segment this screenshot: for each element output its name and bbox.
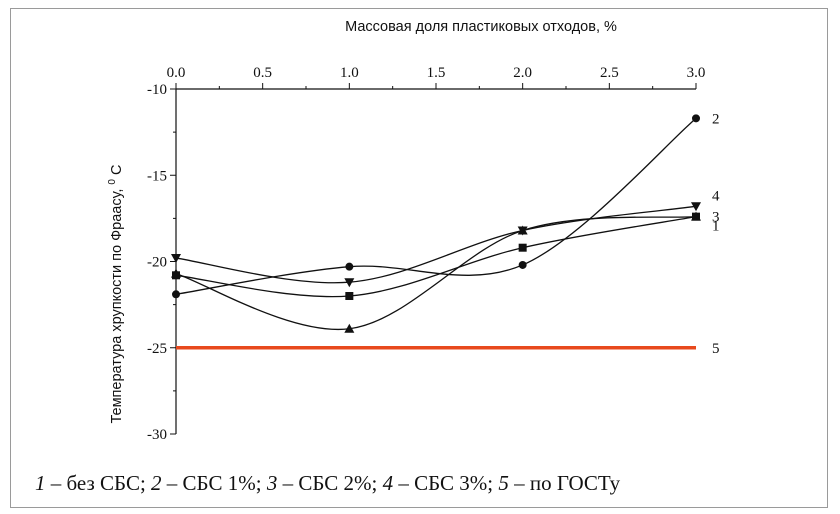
series-line-2 — [175, 117, 697, 295]
y-axis-unit: C — [109, 164, 125, 174]
caption-number-4: 4 — [382, 471, 394, 495]
y-axis-label: Температура хрупкости по Фраасу, 0 C — [103, 164, 125, 423]
y-axis-unit-superscript: 0 — [107, 179, 118, 185]
series-label-2: 2 — [712, 111, 720, 127]
point-series-3 — [345, 292, 354, 300]
series-line-4 — [175, 205, 697, 284]
caption-number-5: 5 — [498, 471, 509, 495]
y-axis-label-text: Температура хрупкости по Фраасу, — [109, 189, 125, 424]
caption-text-5: – по ГОСТу — [508, 471, 621, 495]
x-tick-label: 3.0 — [687, 65, 706, 81]
line-chart: 0.0 0.5 1.0 1.5 2.0 2.5 3.0 -10 -15 -20 -25 -30 1 2 3… — [103, 19, 720, 443]
series-label-5: 5 — [712, 341, 720, 357]
x-tick-label: 1.5 — [427, 65, 446, 81]
series-line-3 — [175, 216, 697, 298]
caption-text-3: – СБС 2%; — [277, 471, 383, 495]
point-series-2 — [345, 262, 354, 271]
y-tick-label: -15 — [147, 168, 167, 184]
y-tick-label: -10 — [147, 82, 167, 98]
y-tick-label: -30 — [147, 427, 167, 443]
point-series-1 — [344, 323, 355, 333]
point-series-3 — [692, 212, 700, 221]
caption-text-4: – СБС 3%; — [393, 471, 499, 495]
x-tick-label: 1.0 — [340, 65, 359, 81]
point-series-4 — [171, 254, 181, 264]
caption-text-2: – СБС 1%; — [161, 471, 267, 495]
chart-figure: 0.0 0.5 1.0 1.5 2.0 2.5 3.0 -10 -15 -20 -25 -30 1 2 3… — [10, 8, 828, 508]
figure-caption: 1 – без СБС; 2 – СБС 1%; 3 – СБС 2%; 4 –… — [35, 471, 835, 496]
series-curves — [175, 117, 697, 350]
point-series-2 — [518, 260, 527, 269]
y-tick-label: -20 — [147, 255, 167, 271]
x-tick-label: 2.0 — [513, 65, 532, 81]
caption-text-1: – без СБС; — [45, 471, 152, 495]
x-axis-label: Массовая доля пластиковых отходов, % — [345, 19, 617, 35]
y-tick-label: -25 — [147, 341, 167, 357]
point-series-2 — [692, 114, 700, 123]
x-tick-label: 2.5 — [600, 65, 619, 81]
series-line-1 — [175, 216, 697, 331]
point-series-3 — [518, 243, 527, 252]
series-label-1: 1 — [712, 219, 720, 235]
series-label-3: 3 — [712, 210, 720, 226]
point-series-3 — [172, 271, 180, 280]
caption-number-1: 1 — [35, 471, 46, 495]
series-labels: 1 2 3 4 5 — [712, 111, 720, 356]
point-series-4 — [691, 202, 701, 212]
series-markers — [171, 114, 701, 333]
series-label-4: 4 — [712, 188, 720, 204]
x-tick-label: 0.5 — [253, 65, 272, 81]
point-series-4 — [517, 226, 528, 236]
axes: 0.0 0.5 1.0 1.5 2.0 2.5 3.0 -10 -15 -20 -25 -30 — [147, 65, 705, 443]
point-series-2 — [172, 290, 180, 299]
point-series-4 — [344, 278, 355, 288]
caption-number-3: 3 — [266, 471, 278, 495]
caption-number-2: 2 — [151, 471, 162, 495]
x-tick-label: 0.0 — [167, 65, 186, 81]
